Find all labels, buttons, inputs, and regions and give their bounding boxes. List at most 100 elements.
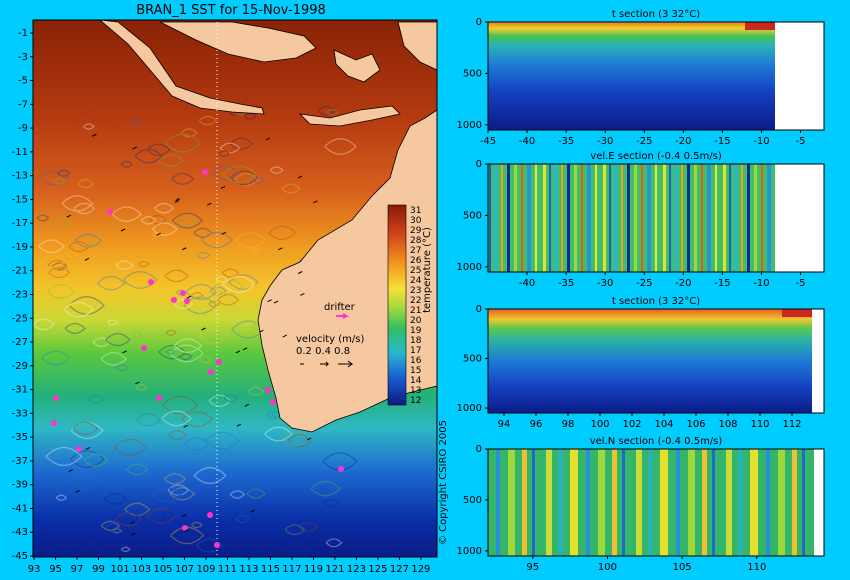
map-x-tick-label: 95 — [49, 564, 62, 575]
panel-x-tick-label: 106 — [686, 419, 705, 430]
panel-y-tick-label: 0 — [476, 159, 482, 170]
eddy-swirl — [164, 269, 189, 283]
eddy-swirl — [169, 487, 196, 501]
map-y-tick-label: -37 — [12, 456, 28, 467]
colorbar-tick-label: 17 — [410, 346, 421, 356]
eddy-swirl — [252, 176, 266, 185]
panel-x-tick-label: -5 — [796, 136, 806, 147]
eddy-swirl — [154, 202, 175, 214]
eddy-swirl — [317, 106, 336, 116]
velocity-arrow — [265, 137, 271, 141]
eddy-swirl — [36, 214, 50, 222]
eddy-swirl — [221, 268, 240, 278]
velocity-arrow — [122, 350, 127, 354]
eddy-swirl — [215, 275, 228, 283]
eddy-swirl — [324, 138, 357, 155]
eddy-swirl — [193, 227, 213, 238]
colorbar-tick-label: 16 — [410, 356, 422, 366]
eddy-swirl — [151, 232, 162, 238]
eddy-swirl — [325, 538, 343, 548]
map-y-tick-label: -29 — [12, 361, 28, 372]
eddy-swirl — [198, 328, 230, 345]
panel-x-tick-label: 100 — [598, 562, 617, 573]
eddy-swirl — [191, 521, 203, 529]
panel-y-tick-label: 1000 — [457, 262, 482, 273]
map-y-tick-label: -11 — [12, 147, 28, 158]
map-y-tick-label: -31 — [12, 385, 28, 396]
velocity-arrow — [120, 228, 126, 232]
eddy-swirl — [193, 467, 227, 485]
eddy-swirl — [68, 241, 90, 253]
eddy-swirl — [211, 165, 240, 181]
map-y-tick-label: -7 — [18, 99, 28, 110]
section-field — [488, 449, 814, 556]
eddy-swirl — [281, 535, 312, 552]
eddy-swirl — [83, 123, 95, 130]
panel-x-tick-label: -30 — [597, 278, 613, 289]
drifter-point — [338, 466, 344, 472]
panel-x-tick-label: 96 — [530, 419, 543, 430]
eddy-swirl — [243, 112, 257, 120]
velocity-arrow — [282, 334, 287, 338]
drifter-point — [180, 290, 186, 296]
eddy-swirl — [74, 233, 102, 248]
velocity-arrows — [66, 133, 318, 536]
eddy-swirl — [228, 274, 259, 291]
map-y-tick-label: -15 — [12, 194, 28, 205]
colorbar-tick-label: 25 — [410, 266, 421, 276]
map-y-tick-label: -9 — [18, 123, 28, 134]
panel-x-tick-label: -25 — [636, 278, 652, 289]
drifter-point — [51, 420, 57, 426]
eddy-swirl — [145, 507, 177, 524]
eddy-swirl — [173, 338, 203, 353]
panel-x-tick-label: -5 — [796, 278, 806, 289]
eddy-swirl — [222, 275, 256, 293]
borneo-landmass — [159, 21, 317, 63]
eddy-swirl — [108, 315, 121, 322]
eddy-swirl — [284, 524, 306, 536]
eddy-swirl — [66, 251, 79, 258]
eddy-swirl — [269, 166, 284, 174]
eddy-swirl — [185, 283, 218, 301]
eddy-swirl — [45, 446, 83, 466]
panel-x-tick-label: -15 — [714, 278, 730, 289]
panel-frame — [487, 448, 825, 557]
map-x-tick-label: 127 — [390, 564, 409, 575]
velocity-arrow — [175, 198, 180, 202]
panel-x-tick-label: 100 — [590, 419, 609, 430]
drifter-point — [76, 446, 82, 452]
eddy-swirl — [124, 502, 151, 517]
eddy-swirl — [201, 231, 233, 249]
eddy-swirl — [198, 115, 218, 126]
eddy-swirl — [310, 480, 341, 497]
panel-x-tick-label: -35 — [558, 136, 574, 147]
map-x-axis: 93 95 97 99 101 103 105 107 109 111 113 115 117 119 12… — [28, 557, 430, 575]
eddy-swirl — [173, 298, 194, 310]
map-y-tick-label: -3 — [18, 52, 28, 63]
map-y-tick-label: -13 — [12, 171, 28, 182]
colorbar-tick-label: 21 — [410, 306, 421, 316]
eddy-swirl — [82, 102, 116, 120]
colorbar-tick-label: 27 — [410, 246, 421, 256]
velocity-arrow — [313, 200, 318, 204]
colorbar-tick-label: 28 — [410, 236, 422, 246]
colorbar-tick-label: 26 — [410, 256, 422, 266]
eddy-swirl — [83, 537, 106, 550]
eddy-swirl — [112, 528, 123, 534]
eddy-swirl — [72, 107, 103, 124]
eddy-swirl — [57, 169, 71, 177]
eddy-swirl — [217, 294, 240, 306]
eddy-swirl — [158, 153, 184, 168]
eddy-swirl — [88, 240, 99, 247]
panel-x-tick-label: -15 — [714, 136, 730, 147]
copyright-note: © Copyright CSIRO 2005 — [438, 420, 449, 545]
eddy-swirl — [170, 526, 205, 545]
drifter-arrow-icon — [336, 313, 350, 319]
panel-x-tick-label: 102 — [622, 419, 641, 430]
panel-x-tick-label: -45 — [480, 136, 496, 147]
section-panel-2: vel.E section (-0.4 0.5m/s) 0 500 1000 -40 -3… — [457, 151, 825, 289]
eddy-swirl — [219, 142, 241, 154]
map-y-axis: -1 -3 -5 -7 -9 -11 -13 -15 -17 -19 -21 -23 -25 -27 -29… — [12, 19, 438, 562]
map-y-tick-label: -5 — [18, 76, 28, 87]
eddy-swirl — [179, 353, 193, 361]
